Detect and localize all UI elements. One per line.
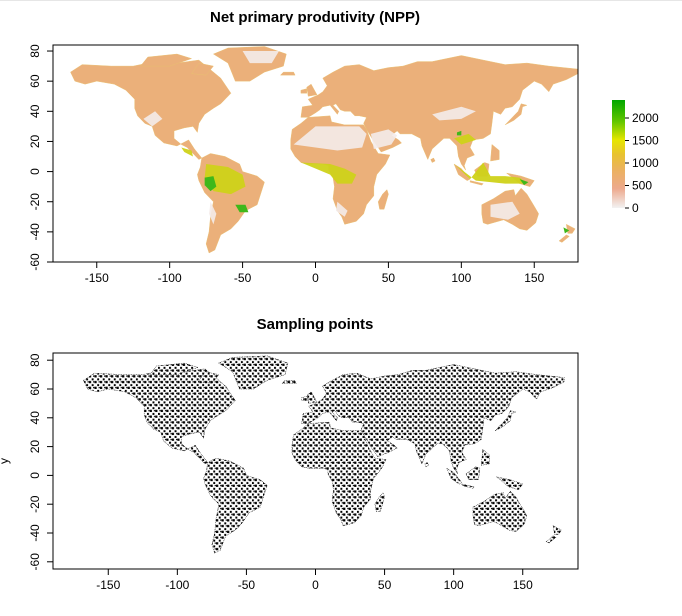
y-tick-label: 20 xyxy=(28,440,42,454)
y-tick-label: -60 xyxy=(28,253,42,271)
y-tick-label: -20 xyxy=(28,495,42,513)
x-tick-label: -150 xyxy=(96,578,120,592)
y-tick-label: 0 xyxy=(28,472,42,479)
x-tick-label: 0 xyxy=(312,578,319,592)
y-tick-label: 20 xyxy=(28,134,42,148)
sampling-map xyxy=(52,352,579,570)
y-tick-label: -20 xyxy=(28,193,42,211)
y-tick-label: 40 xyxy=(28,411,42,425)
x-tick-label: -100 xyxy=(158,271,182,285)
y-tick-label: 80 xyxy=(28,44,42,58)
npp-map xyxy=(52,44,579,263)
legend-tick-label: 1000 xyxy=(632,156,659,170)
sampling-x-axis: -150 -100 -50 0 50 100 150 xyxy=(96,568,533,592)
y-tick-label: -40 xyxy=(28,524,42,542)
y-tick-label: 0 xyxy=(28,168,42,175)
legend-tick-label: 0 xyxy=(632,201,639,215)
x-tick-label: 0 xyxy=(312,271,319,285)
y-tick-label: 60 xyxy=(28,382,42,396)
x-tick-label: 100 xyxy=(444,578,464,592)
npp-y-axis: -60 -40 -20 0 20 40 60 80 xyxy=(28,44,54,271)
x-tick-label: 100 xyxy=(451,271,471,285)
x-tick-label: 50 xyxy=(378,578,392,592)
x-tick-label: 50 xyxy=(382,271,396,285)
y-tick-label: 80 xyxy=(28,353,42,367)
x-tick-label: 150 xyxy=(524,271,544,285)
y-tick-label: 60 xyxy=(28,74,42,88)
y-tick-label: -40 xyxy=(28,223,42,241)
y-tick-label: -60 xyxy=(28,553,42,571)
npp-map-title: Net primary produtivity (NPP) xyxy=(210,9,420,26)
npp-legend: 2000 1500 1000 500 0 xyxy=(612,100,659,215)
legend-tick-label: 2000 xyxy=(632,111,659,125)
sampling-map-title: Sampling points xyxy=(257,316,374,333)
x-tick-label: -50 xyxy=(238,578,256,592)
x-tick-label: -50 xyxy=(234,271,252,285)
npp-x-axis: -150 -100 -50 0 50 100 150 xyxy=(85,261,545,285)
legend-tick-label: 500 xyxy=(632,179,652,193)
sampling-y-axis: -60 -40 -20 0 20 40 60 80 xyxy=(28,353,54,571)
npp-legend-ticks: 2000 1500 1000 500 0 xyxy=(625,111,659,215)
npp-colorbar xyxy=(612,100,625,208)
x-tick-label: -100 xyxy=(165,578,189,592)
legend-tick-label: 1500 xyxy=(632,134,659,148)
x-tick-label: -150 xyxy=(85,271,109,285)
window-top-border xyxy=(0,0,682,1)
x-tick-label: 150 xyxy=(513,578,533,592)
sampling-y-label: y xyxy=(0,458,11,464)
y-tick-label: 40 xyxy=(28,104,42,118)
